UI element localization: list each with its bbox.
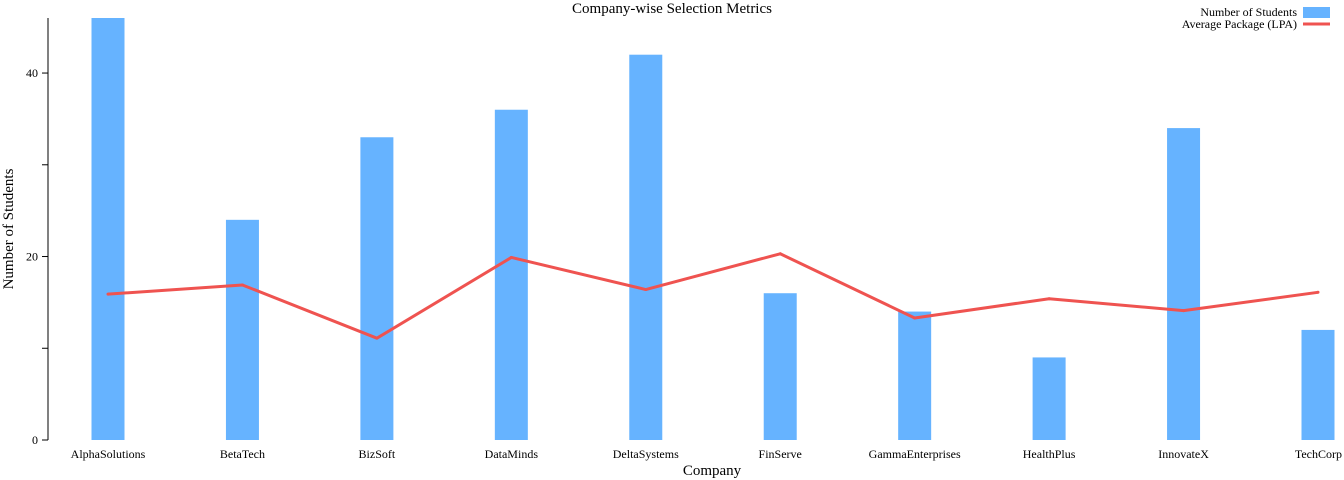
x-tick-label: HealthPlus bbox=[1023, 447, 1076, 461]
line-point bbox=[375, 336, 379, 340]
x-tick-label: DataMinds bbox=[485, 447, 539, 461]
bar bbox=[494, 109, 528, 440]
x-tick-label: GammaEnterprises bbox=[869, 447, 961, 461]
line-point bbox=[106, 292, 110, 296]
line-point bbox=[1182, 309, 1186, 313]
line-point bbox=[913, 316, 917, 320]
line-point bbox=[1047, 297, 1051, 301]
line-point bbox=[240, 283, 244, 287]
line-point bbox=[644, 288, 648, 292]
legend-label: Number of Students bbox=[1200, 5, 1297, 19]
bar bbox=[898, 311, 932, 440]
y-axis-title: Number of Students bbox=[1, 168, 17, 289]
x-tick-label: InnovateX bbox=[1158, 447, 1209, 461]
line-series bbox=[106, 252, 1320, 340]
bar-series bbox=[91, 18, 1335, 441]
x-axis-tick-labels: AlphaSolutions BetaTech BizSoft DataMinds De… bbox=[71, 447, 1342, 461]
x-tick-label: TechCorp bbox=[1295, 447, 1342, 461]
y-tick-label: 20 bbox=[26, 250, 38, 264]
chart-title: Company-wise Selection Metrics bbox=[572, 1, 772, 17]
y-tick-label: 40 bbox=[26, 66, 38, 80]
bar bbox=[360, 137, 394, 440]
bar bbox=[1301, 329, 1335, 440]
y-axis-ticks: 0 20 40 bbox=[26, 66, 48, 447]
bar bbox=[629, 54, 663, 441]
bar bbox=[91, 18, 125, 440]
x-axis-title: Company bbox=[683, 463, 742, 479]
x-tick-label: BizSoft bbox=[359, 447, 396, 461]
bar bbox=[1032, 357, 1066, 440]
x-tick-label: BetaTech bbox=[220, 447, 265, 461]
y-tick-label: 0 bbox=[32, 433, 38, 447]
bar bbox=[763, 293, 797, 440]
legend-swatch-bar bbox=[1303, 7, 1330, 18]
x-tick-label: AlphaSolutions bbox=[71, 447, 146, 461]
legend-label: Average Package (LPA) bbox=[1182, 17, 1297, 31]
bar bbox=[1167, 128, 1201, 440]
line-point bbox=[778, 252, 782, 256]
x-tick-label: FinServe bbox=[759, 447, 802, 461]
line-path bbox=[107, 252, 1319, 340]
line-point bbox=[1316, 290, 1320, 294]
x-tick-label: DeltaSystems bbox=[613, 447, 679, 461]
line-point bbox=[509, 255, 513, 259]
bar bbox=[225, 219, 259, 440]
